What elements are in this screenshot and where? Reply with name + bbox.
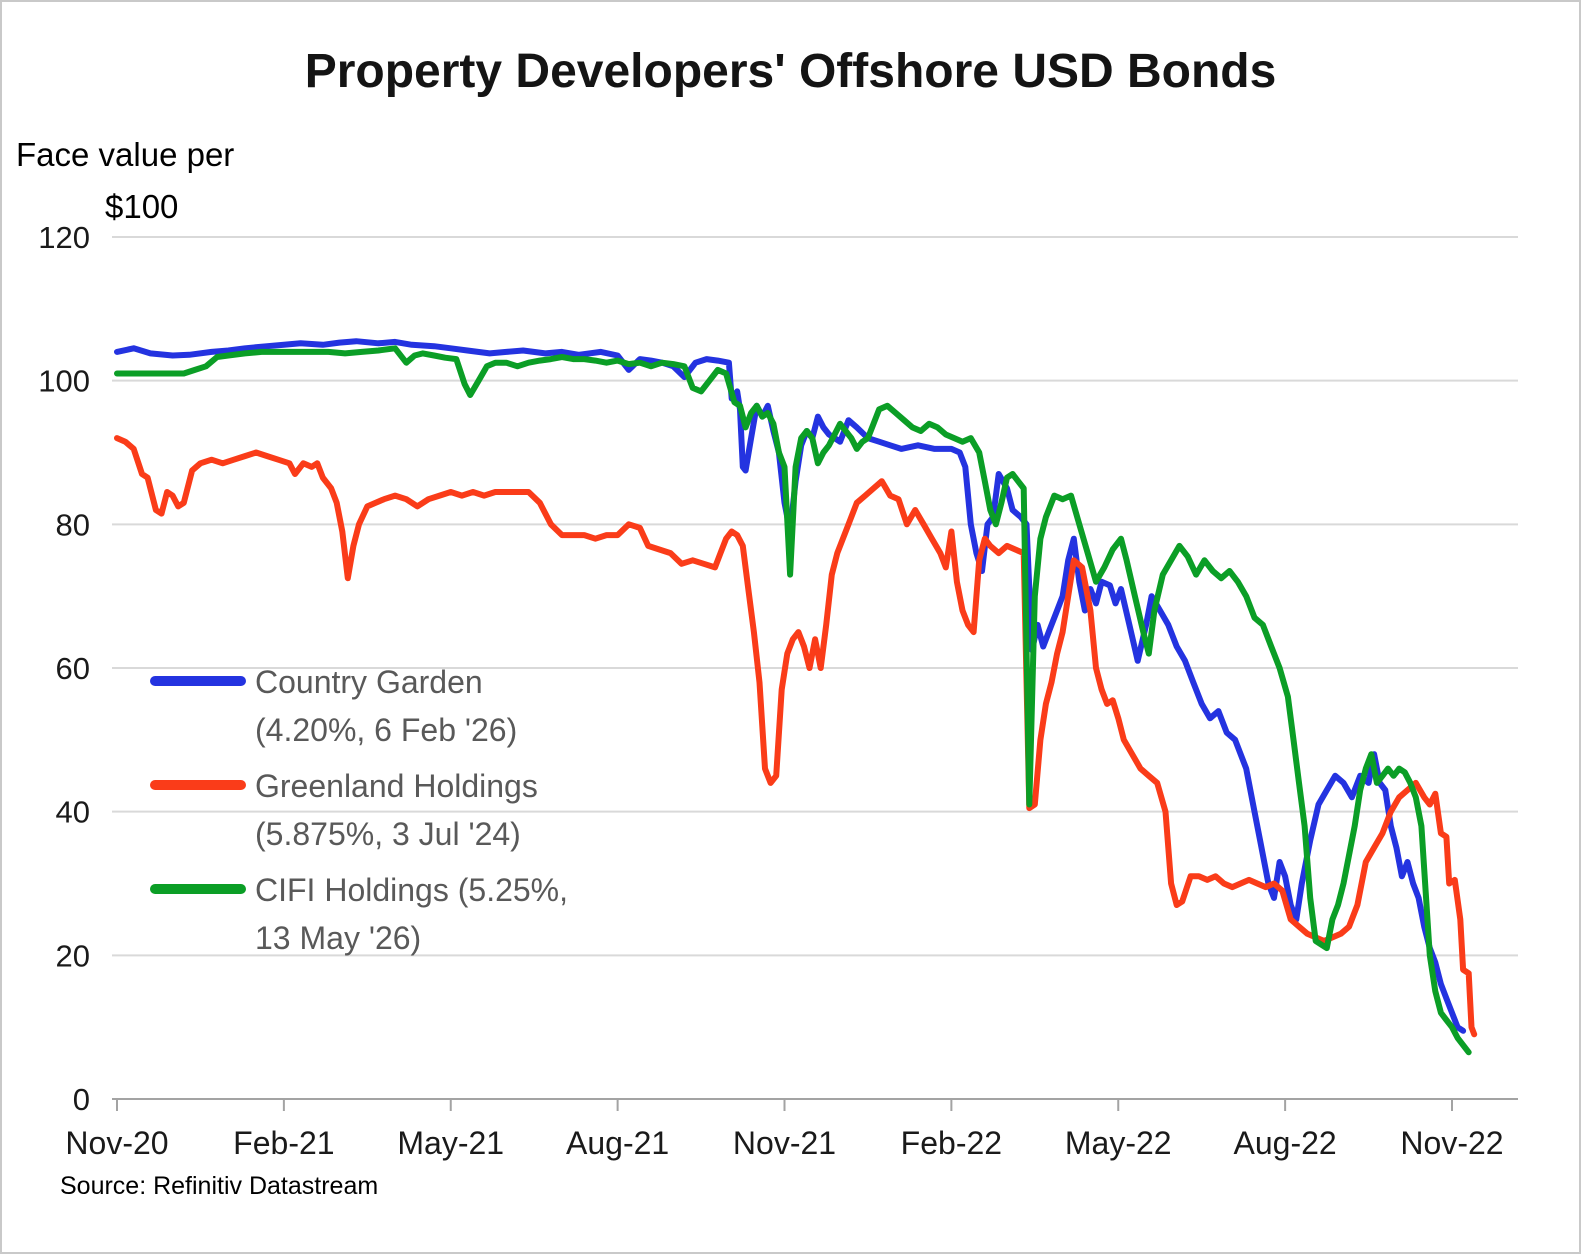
y-tick-label: 0 [73,1082,90,1117]
series-line-greenland-holdings-5-875-3-jul-24 [114,435,1478,1038]
x-tick-label: May-22 [1065,1125,1172,1161]
legend-entry-greenland-holdings: Greenland Holdings (5.875%, 3 Jul '24) [150,762,670,858]
legend-swatch-cifi-holdings [150,884,246,894]
x-tick-label: Aug-22 [1234,1125,1337,1161]
legend-label-greenland-holdings: Greenland Holdings (5.875%, 3 Jul '24) [255,762,538,858]
legend-swatch-greenland-holdings [150,780,246,790]
y-tick-label: 120 [38,220,90,255]
chart-title: Property Developers' Offshore USD Bonds [304,45,1277,98]
y-tick-label: 20 [56,938,90,973]
legend-entry-cifi-holdings: CIFI Holdings (5.25%, 13 May '26) [150,866,670,962]
legend-label-line1: Country Garden [255,664,483,700]
legend-label-line1: CIFI Holdings (5.25%, [255,872,569,908]
y-tick-label: 80 [56,507,90,542]
legend-label-line2: (5.875%, 3 Jul '24) [255,816,521,852]
legend-label-line2: (4.20%, 6 Feb '26) [255,712,518,748]
series-line-country-garden-4-20-6-feb-26 [114,338,1467,1034]
chart-legend: Country Garden (4.20%, 6 Feb '26) Greenl… [150,658,670,970]
series-line-cifi-holdings-5-25-13-may-26 [114,345,1472,1056]
x-tick-label: Aug-21 [566,1125,669,1161]
legend-label-country-garden: Country Garden (4.20%, 6 Feb '26) [255,658,517,754]
source-attribution: Source: Refinitiv Datastream [60,1172,379,1200]
legend-label-cifi-holdings: CIFI Holdings (5.25%, 13 May '26) [255,866,568,962]
y-axis-unit-label-line1: Face value per [16,136,235,173]
y-axis-unit-label-line2: $100 [105,188,179,225]
legend-label-line1: Greenland Holdings [255,768,538,804]
x-tick-label: Feb-22 [901,1125,1002,1161]
y-tick-label: 100 [38,364,90,399]
y-tick-label: 60 [56,651,90,686]
legend-entry-country-garden: Country Garden (4.20%, 6 Feb '26) [150,658,670,754]
x-tick-label: Nov-20 [65,1125,168,1161]
x-tick-label: Nov-22 [1400,1125,1503,1161]
y-tick-label: 40 [56,795,90,830]
x-tick-label: Feb-21 [233,1125,334,1161]
x-tick-label: May-21 [397,1125,504,1161]
legend-label-line2: 13 May '26) [255,920,422,956]
legend-swatch-country-garden [150,676,246,686]
x-tick-label: Nov-21 [733,1125,836,1161]
